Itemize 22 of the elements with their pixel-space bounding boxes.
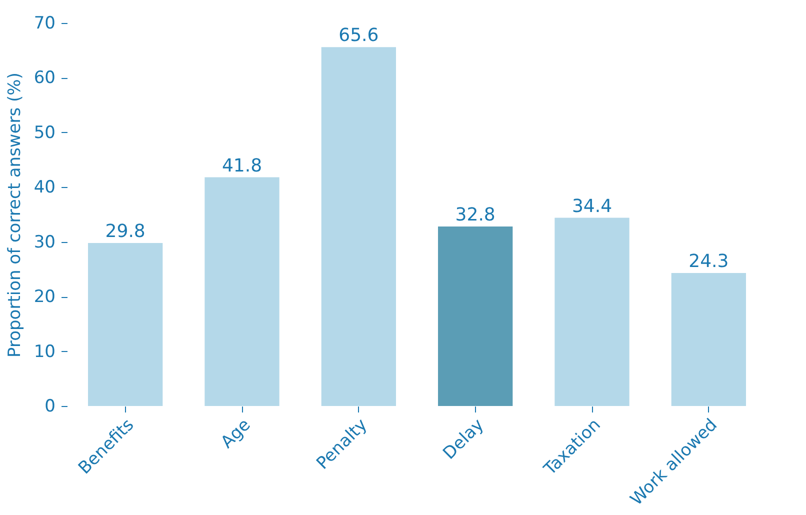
y-tick-label: 0 (44, 396, 56, 416)
y-axis-title: Proportion of correct answers (%) (4, 72, 25, 358)
y-tick-label: 70 (34, 14, 56, 34)
data-label: 65.6 (338, 25, 379, 46)
data-label: 24.3 (688, 251, 729, 272)
data-label: 29.8 (105, 220, 146, 242)
bar (204, 177, 280, 406)
y-tick-label: 20 (34, 287, 56, 308)
y-tick-label: 30 (34, 232, 56, 252)
bar (554, 218, 630, 406)
x-tick-label: Age (217, 415, 255, 452)
y-tick-label: 50 (34, 122, 56, 143)
bar (671, 273, 746, 406)
data-label: 41.8 (222, 155, 262, 176)
y-tick-label: 40 (34, 178, 56, 198)
data-label: 32.8 (455, 204, 496, 226)
bar (321, 47, 396, 406)
bar (88, 242, 163, 406)
y-tick-label: 60 (34, 68, 56, 88)
bar (438, 226, 513, 406)
y-tick-label: 10 (34, 342, 56, 362)
data-label: 34.4 (572, 196, 612, 217)
